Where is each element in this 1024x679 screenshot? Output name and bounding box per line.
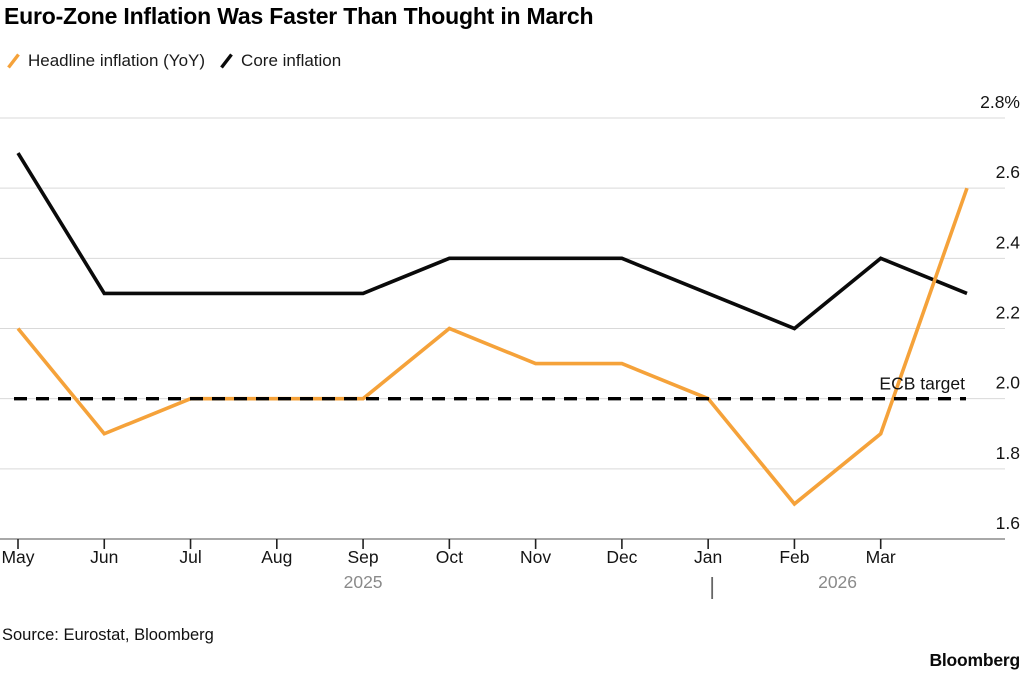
year-label: 2026	[818, 572, 857, 592]
headline-inflation-line	[16, 187, 969, 507]
legend-label-core: Core inflation	[241, 51, 342, 70]
legend-item-core: Core inflation	[219, 51, 341, 71]
x-axis-label: Mar	[866, 547, 896, 567]
x-axis-label: Aug	[261, 547, 292, 567]
x-axis-label: May	[1, 547, 34, 567]
x-axis-label: Nov	[520, 547, 551, 567]
core-series-icon	[220, 53, 233, 69]
y-axis-label: 2.0	[996, 373, 1021, 393]
x-axis-label: Feb	[779, 547, 809, 567]
chart-legend: Headline inflation (YoY) Core inflation	[6, 51, 341, 71]
legend-item-headline: Headline inflation (YoY)	[6, 51, 205, 71]
y-axis-label: 2.6	[996, 162, 1020, 182]
inflation-line-chart: 2.8% 2.6 2.4 2.2 2.0 1.8 1.6 May Jun Jul Aug Sep Oct…	[0, 92, 1021, 599]
x-axis-label: Jan	[694, 547, 722, 567]
y-axis-label: 2.4	[996, 232, 1021, 252]
bloomberg-logo: Bloomberg	[929, 650, 1020, 670]
headline-series-icon	[7, 53, 20, 69]
x-axis-label: Jun	[90, 547, 118, 567]
year-label: 2025	[344, 572, 383, 592]
ecb-target-label: ECB target	[879, 374, 965, 394]
x-axis-label: Jul	[179, 547, 201, 567]
x-axis-label: Oct	[436, 547, 463, 567]
y-axis-label: 2.2	[996, 303, 1020, 323]
legend-label-headline: Headline inflation (YoY)	[28, 51, 206, 70]
x-axis-label: Sep	[348, 547, 379, 567]
y-axis-label: 1.6	[996, 513, 1020, 533]
core-inflation-line	[16, 152, 968, 331]
x-axis-label: Dec	[606, 547, 637, 567]
source-note: Source: Eurostat, Bloomberg	[2, 626, 214, 644]
y-axis-label: 2.8%	[980, 92, 1020, 112]
y-axis-label: 1.8	[996, 443, 1020, 463]
page-title: Euro-Zone Inflation Was Faster Than Thou…	[4, 3, 594, 29]
chart-area: 2.8% 2.6 2.4 2.2 2.0 1.8 1.6 May Jun Jul Aug Sep Oct…	[0, 90, 1024, 605]
